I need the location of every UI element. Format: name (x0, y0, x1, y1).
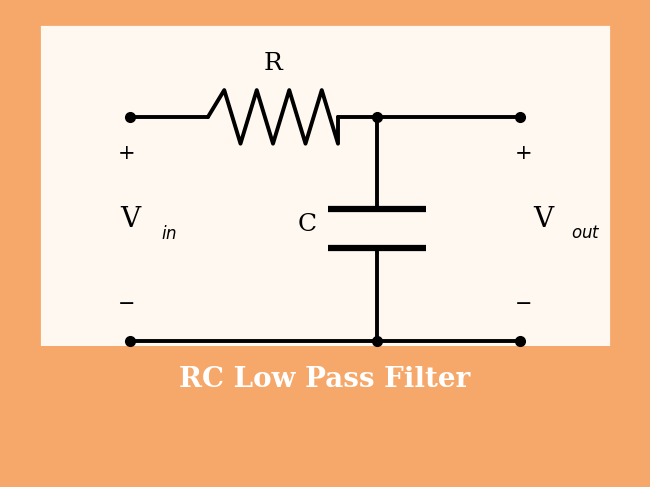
Text: V: V (120, 206, 140, 233)
Text: +: + (514, 144, 532, 163)
Bar (39, 24, 611, 414)
Text: V: V (533, 206, 553, 233)
Text: $\mathit{in}$: $\mathit{in}$ (161, 225, 177, 243)
Text: $\mathit{out}$: $\mathit{out}$ (571, 225, 601, 242)
Text: −: − (118, 295, 135, 314)
Text: +: + (118, 144, 136, 163)
Text: C: C (298, 212, 317, 236)
Text: RC Low Pass Filter: RC Low Pass Filter (179, 366, 471, 393)
Text: R: R (264, 53, 282, 75)
Text: −: − (515, 295, 532, 314)
Bar (39, 346, 611, 414)
